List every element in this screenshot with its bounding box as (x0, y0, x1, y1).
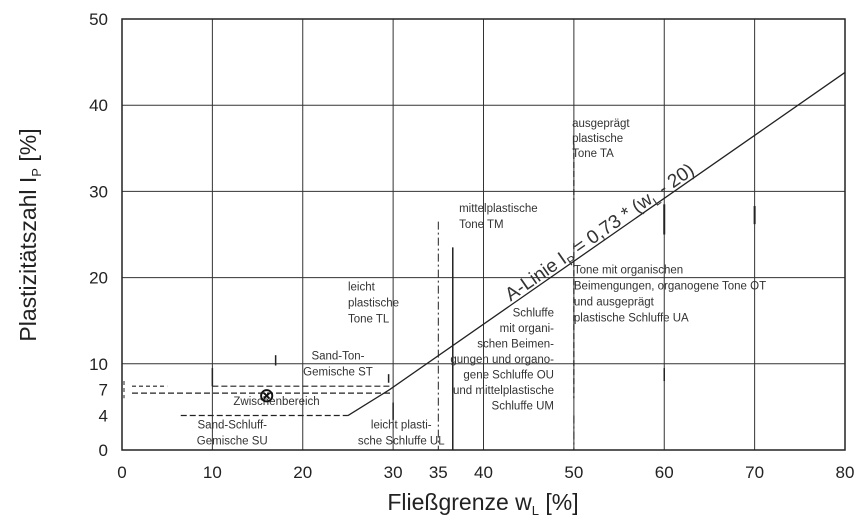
x-axis-title: Fließgrenze wL [%] (387, 489, 578, 518)
x-tick-label: 70 (745, 463, 764, 482)
x-tick-label: 80 (836, 463, 855, 482)
x-axis-title-part: [%] (539, 489, 579, 515)
y-tick-label: 20 (89, 269, 108, 288)
a-line (347, 71, 846, 417)
y-tick-label: 7 (99, 381, 108, 400)
region-label-line: und ausgeprägt (574, 296, 655, 308)
x-tick-label: 0 (117, 463, 126, 482)
y-axis-title-part: Plastizitätszahl I (15, 177, 41, 342)
y-axis-title-part: [%] (15, 128, 41, 168)
region-label-line: sche Schluffe UL (358, 435, 445, 447)
y-tick-label: 40 (89, 96, 108, 115)
region-label-line: plastische Schluffe UA (574, 312, 689, 324)
x-tick-label: 60 (655, 463, 674, 482)
region-label: mittelplastische Tone TM (459, 203, 538, 231)
region-label: Sand-Ton- Gemische ST (303, 350, 373, 378)
axis-titles: Fließgrenze wL [%]Plastizitätszahl IP [%… (15, 128, 579, 518)
region-label-line: mittelplastische (459, 203, 538, 215)
y-tick-label: 30 (89, 182, 108, 201)
boundary-lines (123, 143, 756, 450)
region-label: Sand-Schluff- Gemische SU (197, 419, 268, 447)
y-tick-label: 50 (89, 10, 108, 29)
cross-circle-marker: ⊗ (258, 383, 275, 407)
x-tick-label: 40 (474, 463, 493, 482)
y-tick-label: 10 (89, 355, 108, 374)
x-tick-label: 35 (429, 463, 448, 482)
x-axis-title-part: Fließgrenze w (387, 489, 532, 515)
region-label-line: mit organi- (500, 323, 554, 335)
y-tick-label: 0 (99, 441, 108, 460)
region-label-line: Tone TA (572, 148, 614, 160)
region-label-line: Gemische SU (197, 435, 268, 447)
a-line-label-part: - 20) (650, 160, 698, 203)
y-axis-title: Plastizitätszahl IP [%] (15, 128, 44, 341)
region-label-line: gene Schluffe OU (463, 369, 554, 381)
region-label-line: leicht (348, 282, 376, 294)
region-label: Schluffe mit organi-schen Beimen-gungen u… (450, 307, 554, 412)
region-label-line: Gemische ST (303, 366, 373, 378)
region-label-line: Tone TL (348, 314, 390, 326)
a-line-label-part: = 0,73 * (w (565, 189, 657, 262)
x-axis-title-part: L (532, 503, 539, 518)
region-label-line: gungen und organo- (450, 354, 554, 366)
y-axis-title-part: P (29, 168, 44, 177)
x-tick-label: 10 (203, 463, 222, 482)
region-label: leicht plastische Tone TL (348, 282, 399, 326)
region-label-line: Sand-Ton- (311, 350, 364, 362)
region-label-line: Beimengungen, organogene Tone OT (574, 280, 766, 292)
plot-frame (121, 18, 846, 451)
region-label-line: Tone TM (459, 219, 504, 231)
region-label-line: Schluffe (513, 307, 554, 319)
region-label-line: ausgeprägt (572, 118, 630, 130)
tick-labels: 0 10 20 30 35 40 50 60 70 80 0 4 7 10 20 30 40 50 (89, 10, 854, 482)
region-label-line: leicht plasti- (371, 419, 432, 431)
x-tick-label: 50 (564, 463, 583, 482)
y-tick-label: 4 (99, 407, 108, 426)
region-label-line: plastische (572, 133, 623, 145)
region-label-line: schen Beimen- (477, 338, 554, 350)
x-tick-label: 30 (384, 463, 403, 482)
region-label: leicht plasti-sche Schluffe UL (358, 419, 445, 447)
region-label-line: und mittelplastische (453, 385, 554, 397)
region-label-line: Tone mit organischen (574, 264, 683, 276)
region-labels: ausgeprägt plastische Tone TA mittelplastis… (197, 118, 766, 448)
region-label: Zwischenbereich (233, 396, 319, 408)
region-label-line: Sand-Schluff- (198, 419, 268, 431)
region-label-line: Zwischenbereich (233, 396, 319, 408)
x-tick-label: 20 (293, 463, 312, 482)
region-label: ausgeprägt plastische Tone TA (572, 118, 630, 160)
region-label: Tone mit organischen Beimengungen, organo… (574, 264, 766, 324)
region-label-line: Schluffe UM (492, 400, 554, 412)
region-label-line: plastische (348, 298, 399, 310)
